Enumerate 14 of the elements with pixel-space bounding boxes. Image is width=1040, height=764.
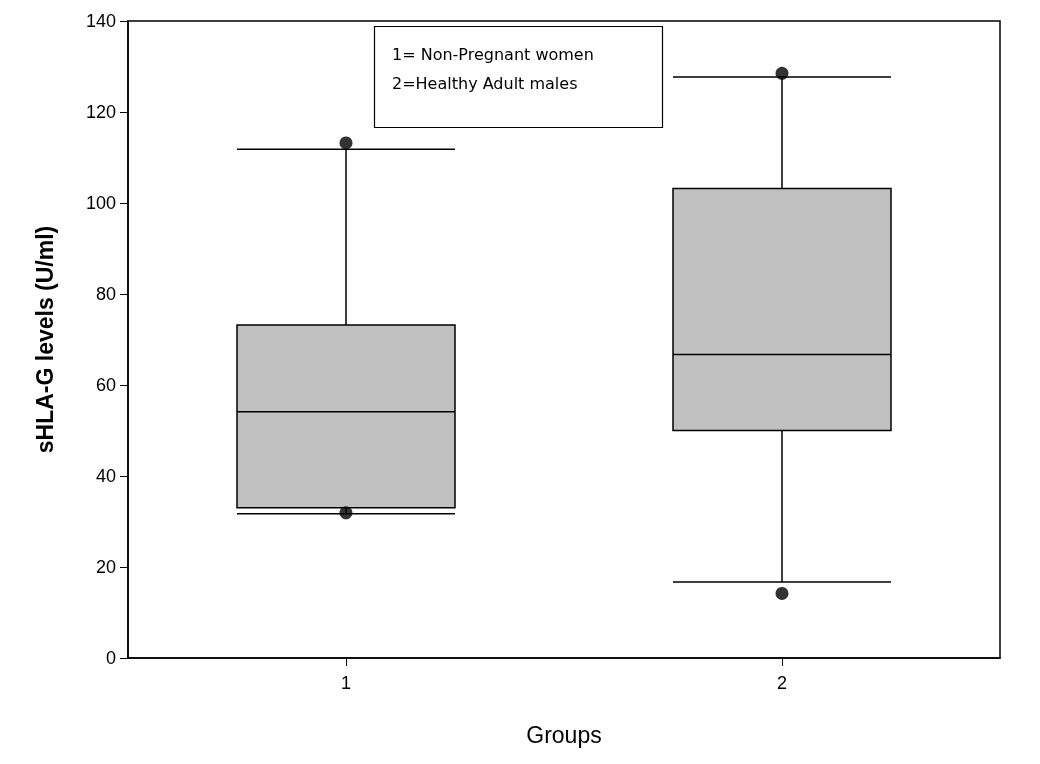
y-tick-label: 80	[95, 284, 116, 304]
y-tick-label: 60	[95, 375, 116, 395]
y-tick-label: 140	[85, 11, 116, 31]
x-tick-label: 1	[340, 673, 352, 693]
y-tick-label: 0	[105, 648, 116, 668]
x-tick-label: 2	[776, 673, 788, 693]
y-axis-title: sHLA-G levels (U/ml)	[31, 225, 58, 454]
annotation: 2=Healthy Adult males	[392, 73, 578, 93]
y-tick-label: 40	[95, 466, 116, 486]
y-tick-label: 120	[85, 102, 116, 122]
annotation: 1= Non-Pregnant women	[392, 44, 594, 64]
x-axis-title: Groups	[526, 721, 602, 748]
y-tick-label: 20	[95, 557, 116, 577]
y-tick-label: 100	[85, 193, 116, 213]
